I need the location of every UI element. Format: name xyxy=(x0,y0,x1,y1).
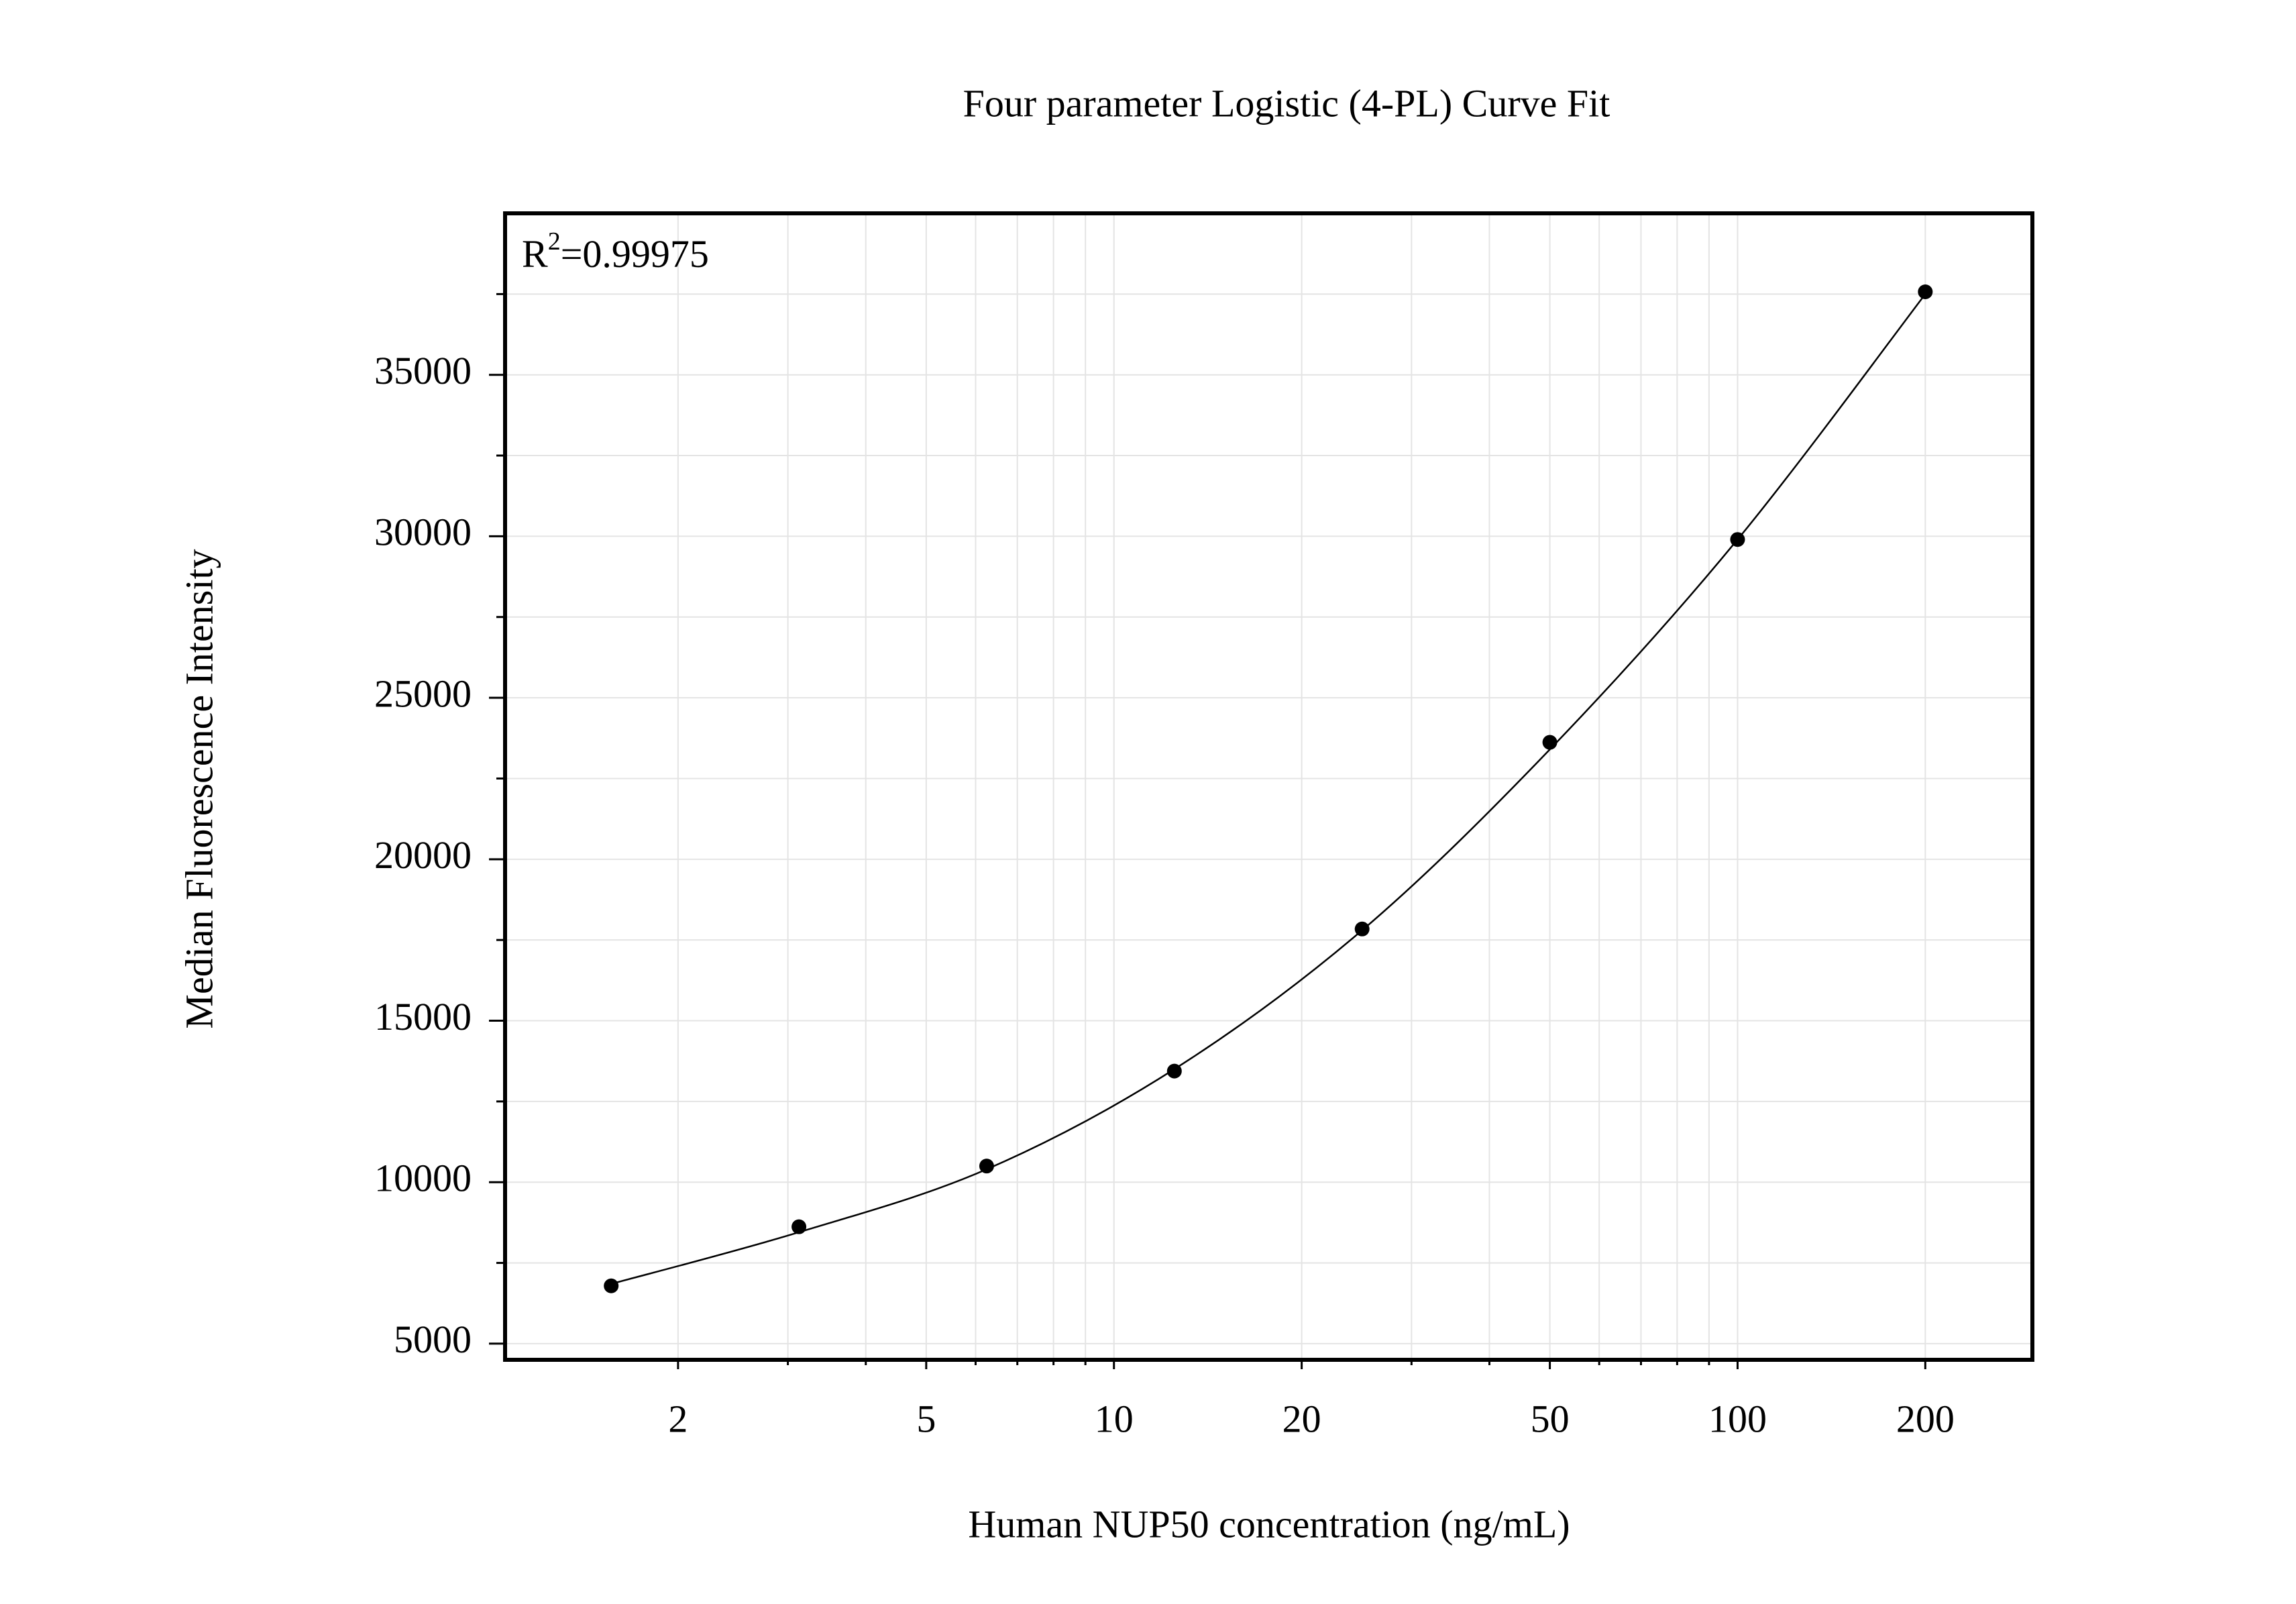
r-value: =0.99975 xyxy=(561,232,709,276)
y-tick-label: 5000 xyxy=(394,1318,472,1361)
x-axis-label: Human NUP50 concentration (ng/mL) xyxy=(968,1502,1570,1546)
y-tick-label: 35000 xyxy=(374,349,472,392)
x-tick-label: 100 xyxy=(1708,1397,1767,1440)
y-axis-label: Median Fluorescence Intensity xyxy=(177,549,221,1028)
plot-frame xyxy=(503,211,2034,1362)
chart-title: Four parameter Logistic (4-PL) Curve Fit xyxy=(963,81,1610,125)
x-tick-label: 50 xyxy=(1531,1397,1570,1440)
data-point xyxy=(604,1278,619,1293)
r-squared: R2=0.99975 xyxy=(522,227,709,276)
r-sup: 2 xyxy=(548,227,561,256)
y-tick-label: 20000 xyxy=(374,833,472,877)
data-point xyxy=(1918,284,1933,299)
x-tick-label: 200 xyxy=(1896,1397,1955,1440)
x-tick-label: 5 xyxy=(916,1397,936,1440)
data-point xyxy=(1542,735,1557,750)
x-tick-label: 10 xyxy=(1095,1397,1134,1440)
x-tick-label: 2 xyxy=(668,1397,688,1440)
y-tick-label: 10000 xyxy=(374,1157,472,1200)
r-base: R xyxy=(522,232,548,276)
x-tick-label: 20 xyxy=(1282,1397,1321,1440)
y-tick-label: 30000 xyxy=(374,511,472,554)
y-tick-label: 25000 xyxy=(374,672,472,715)
data-point xyxy=(979,1159,994,1174)
y-tick-label: 15000 xyxy=(374,995,472,1038)
fit-curve xyxy=(610,293,1926,1285)
